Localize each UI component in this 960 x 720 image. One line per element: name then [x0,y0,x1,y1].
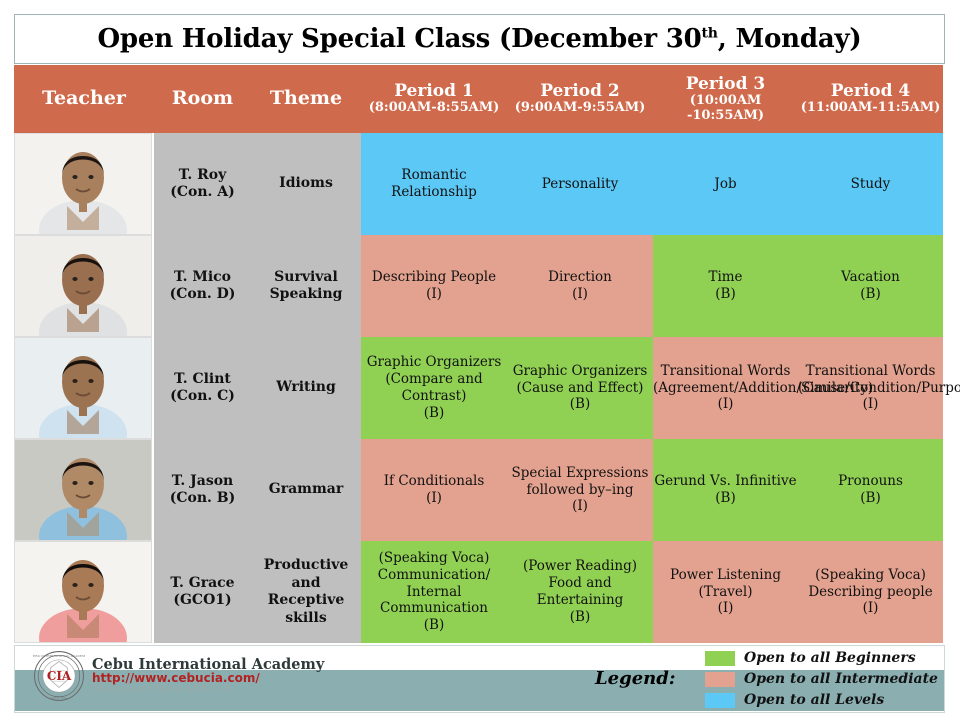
room-cell: T. Grace (GCO1) [154,541,251,643]
table-row: T. Jason (Con. B) Grammar If Conditionals … [14,439,943,541]
table-row: T. Clint (Con. C) Writing Graphic Organize… [14,337,960,439]
cia-seal-icon: CIA CEBU INTERNATIONAL ACADEMY SINCE 199… [33,651,85,701]
slide-title-bar: Open Holiday Special Class (December 30t… [14,14,945,64]
legend-list: Open to all Beginners Open to all Interme… [705,648,938,711]
lesson-cell: Gerund Vs. Infinitive (B) [653,439,798,541]
column-header-time: (10:00AM -10:55AM) [686,92,764,123]
legend-swatch [705,650,735,666]
academy-name: Cebu International Academy [92,655,325,673]
lesson-cell: Direction (I) [507,235,653,337]
lesson-cell: Special Expressions followed by–ing (I) [507,439,653,541]
svg-text:CEBU INTERNATIONAL ACADEMY: CEBU INTERNATIONAL ACADEMY [33,654,85,658]
table-header: Teacher Room Theme Period 1 (8:00AM-8:55AM) P… [14,65,943,133]
table-row: T. Roy (Con. A) Idioms Romantic Relationsh… [14,133,943,235]
column-header-main: Room [171,87,234,110]
academy-tagline: Make your Story with CIA [92,683,231,696]
column-header-time: (8:00AM-8:55AM) [368,100,500,116]
theme-cell: Productive and Receptive skills [251,541,361,643]
room-cell: T. Clint (Con. C) [154,337,251,439]
lesson-cell: If Conditionals (I) [361,439,507,541]
column-header-period-1: Period 1 (8:00AM-8:55AM) [361,65,507,133]
page-title-tail: , Monday) [717,24,862,54]
theme-cell: Grammar [251,439,361,541]
legend-text: Open to all Levels [744,692,885,708]
avatar [14,439,152,541]
column-header-main: Teacher [42,87,126,110]
column-header-main: Period 1 [394,81,474,102]
avatar [14,337,152,439]
column-header-time: (11:00AM-11:5AM) [800,100,941,116]
lesson-cell: Job [653,133,798,235]
lesson-cell: Time (B) [653,235,798,337]
room-cell: T. Jason (Con. B) [154,439,251,541]
svg-text:SINCE 1999: SINCE 1999 [51,696,68,700]
legend-label: Legend: [595,668,676,689]
theme-cell: Idioms [251,133,361,235]
lesson-cell: Romantic Relationship [361,133,507,235]
teacher-photo-cell [14,541,154,643]
svg-text:CIA: CIA [47,669,72,683]
table-row: T. Grace (GCO1) Productive and Receptive … [14,541,943,643]
academy-url[interactable]: http://www.cebucia.com/ [92,670,260,685]
lesson-cell: Vacation (B) [798,235,943,337]
column-header-teacher: Teacher [14,65,154,133]
column-header-main: Theme [269,87,343,110]
lesson-cell: (Speaking Voca) Describing people (I) [798,541,943,643]
column-header-main: Period 4 [830,81,911,102]
legend-item: Open to all Levels [705,690,938,710]
legend-swatch [705,692,735,708]
teacher-photo-cell [14,337,154,439]
legend-item: Open to all Intermediate [705,669,938,689]
avatar [14,235,152,337]
lesson-cell: Study [798,133,943,235]
column-header-main: Period 3 [685,73,766,94]
page-title: Open Holiday Special Class (December 30t… [97,24,861,54]
lesson-cell: Describing People (I) [361,235,507,337]
room-cell: T. Roy (Con. A) [154,133,251,235]
column-header-room: Room [154,65,251,133]
column-header-period-2: Period 2 (9:00AM-9:55AM) [507,65,653,133]
schedule-table: Teacher Room Theme Period 1 (8:00AM-8:55AM) P… [14,65,960,643]
lesson-cell: Power Listening (Travel) (I) [653,541,798,643]
lesson-cell: Pronouns (B) [798,439,943,541]
theme-cell: Writing [251,337,361,439]
teacher-photo-cell [14,235,154,337]
room-cell: T. Mico (Con. D) [154,235,251,337]
table-row: T. Mico (Con. D) Survival Speaking Describ… [14,235,943,337]
branding-text: Cebu International Academy http://www.ce… [92,655,325,696]
lesson-cell: (Power Reading) Food and Entertaining (B… [507,541,653,643]
column-header-main: Period 2 [540,81,620,102]
lesson-cell: Transitional Words (Agreement/Addition/S… [653,337,873,439]
teacher-photo-cell [14,439,154,541]
lesson-cell: Graphic Organizers (Compare and Contrast… [361,337,507,439]
academy-branding: CIA CEBU INTERNATIONAL ACADEMY SINCE 199… [33,650,324,702]
header-row: Teacher Room Theme Period 1 (8:00AM-8:55AM) P… [14,65,943,133]
column-header-period-3: Period 3 (10:00AM -10:55AM) [653,65,798,133]
column-header-time: (9:00AM-9:55AM) [514,100,646,116]
footer-teal-band [15,670,944,711]
legend-swatch [705,671,735,687]
page-title-main: Open Holiday Special Class (December 30 [97,24,702,54]
teacher-photo-cell [14,133,154,235]
footer-bar: CIA CEBU INTERNATIONAL ACADEMY SINCE 199… [14,645,945,713]
avatar [14,541,152,643]
lesson-cell: (Speaking Voca) Communication/ Internal … [361,541,507,643]
lesson-cell: Personality [507,133,653,235]
legend-text: Open to all Intermediate [744,671,938,687]
column-header-theme: Theme [251,65,361,133]
column-header-period-4: Period 4 (11:00AM-11:5AM) [798,65,943,133]
avatar [14,133,152,235]
legend-text: Open to all Beginners [744,650,916,666]
lesson-cell: Transitional Words (Cause/Condition/Purp… [798,337,960,439]
theme-cell: Survival Speaking [251,235,361,337]
legend-item: Open to all Beginners [705,648,938,668]
table-body: T. Roy (Con. A) Idioms Romantic Relationsh… [14,133,960,643]
page-title-ordinal: th [701,25,718,42]
lesson-cell: Graphic Organizers (Cause and Effect) (B… [507,337,653,439]
